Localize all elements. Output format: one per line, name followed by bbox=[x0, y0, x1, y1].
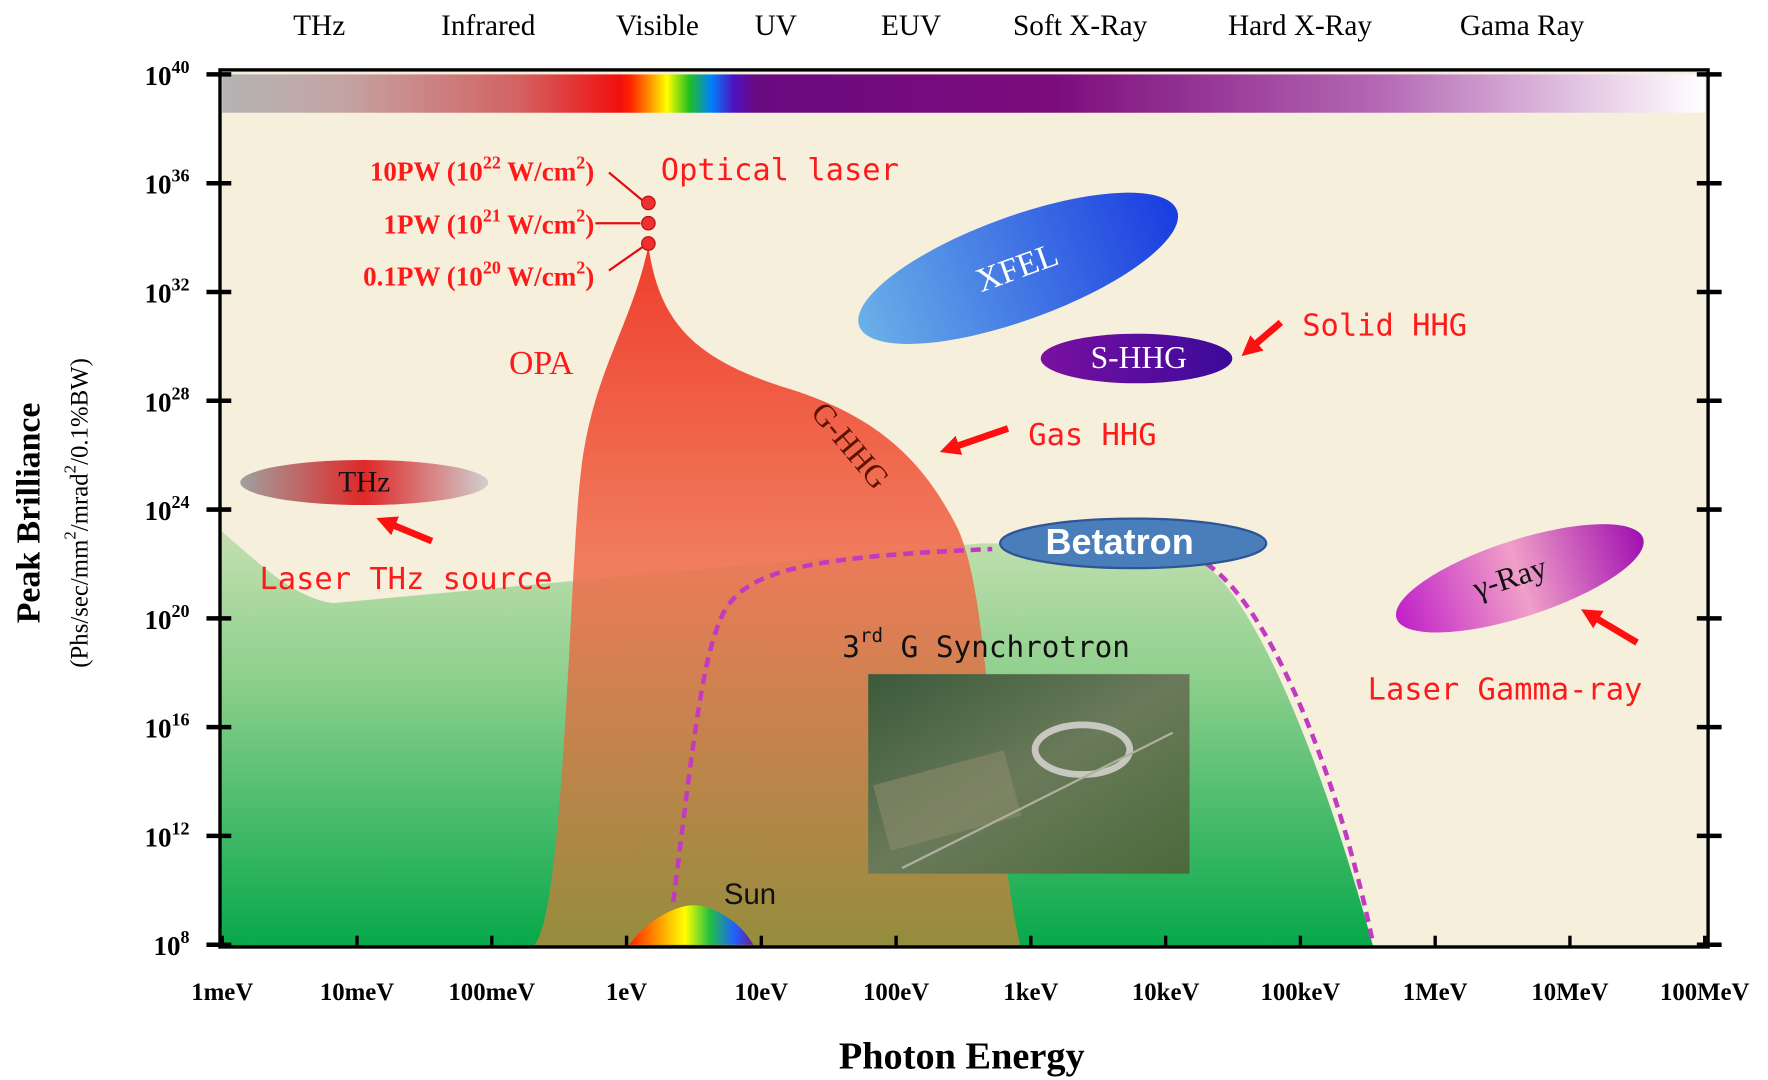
tick-exponent: 32 bbox=[172, 275, 190, 295]
annotation: OPA bbox=[509, 345, 574, 382]
text-part: /mrad bbox=[66, 473, 93, 531]
superscript: rd bbox=[860, 624, 883, 647]
point bbox=[642, 237, 656, 251]
tick-exponent: 16 bbox=[172, 710, 190, 730]
spectrum-bar bbox=[222, 74, 1704, 112]
tick-base: 10 bbox=[144, 605, 171, 635]
annotation: Laser Gamma-ray bbox=[1368, 673, 1643, 708]
spectrum-label: Infrared bbox=[441, 10, 536, 42]
text-part: G Synchrotron bbox=[883, 630, 1130, 664]
tick-base: 10 bbox=[144, 496, 171, 526]
page: 1meV 10meV 100meV 1eV 10eV 100eV 1keV 10keV 100k… bbox=[0, 0, 1768, 1080]
annotation: Sun bbox=[724, 878, 776, 911]
annotation: Laser THz source bbox=[259, 562, 552, 597]
y-axis-unit: (Phs/sec/mm2/mrad2/0.1%BW) bbox=[61, 358, 93, 668]
x-tick-label: 10MeV bbox=[1531, 979, 1608, 1006]
x-axis-label: Photon Energy bbox=[839, 1036, 1085, 1078]
spectrum-label: UV bbox=[755, 10, 797, 42]
tick-base: 10 bbox=[144, 279, 171, 309]
x-tick-label: 10keV bbox=[1132, 979, 1200, 1006]
annotation: Solid HHG bbox=[1302, 308, 1467, 343]
text-part: W/cm bbox=[501, 157, 577, 187]
superscript: 2 bbox=[576, 206, 585, 226]
x-tick-label: 100meV bbox=[448, 979, 535, 1006]
annotation: 0.1PW (1020 W/cm2) bbox=[363, 258, 594, 292]
tick-base: 10 bbox=[144, 170, 171, 200]
point bbox=[642, 196, 656, 210]
text-part: 10PW (10 bbox=[370, 157, 483, 187]
annotation: THz bbox=[338, 466, 390, 498]
x-tick-label: 100eV bbox=[863, 979, 929, 1006]
point bbox=[642, 216, 656, 230]
annotation: Gas HHG bbox=[1028, 418, 1156, 453]
spectrum-label: Soft X-Ray bbox=[1013, 10, 1148, 42]
x-tick-label: 1MeV bbox=[1403, 979, 1468, 1006]
synchrotron-photo bbox=[868, 674, 1189, 874]
y-tick-label: 1028 bbox=[144, 383, 189, 417]
spectrum-labels: THz Infrared Visible UV EUV Soft X-Ray Hard X-… bbox=[293, 10, 1584, 42]
tick-exponent: 8 bbox=[181, 927, 190, 947]
y-tick-label: 1032 bbox=[144, 275, 189, 309]
text-part: /0.1%BW) bbox=[66, 358, 93, 465]
tick-exponent: 20 bbox=[172, 601, 190, 621]
text-part: W/cm bbox=[501, 210, 577, 240]
tick-exponent: 40 bbox=[172, 57, 190, 77]
text-part: 1PW (10 bbox=[383, 210, 482, 240]
y-tick-label: 1024 bbox=[144, 492, 189, 526]
spectrum-label: Visible bbox=[616, 10, 699, 42]
superscript: 21 bbox=[483, 206, 501, 226]
text-part: ) bbox=[585, 210, 594, 240]
spectrum-label: Hard X-Ray bbox=[1228, 10, 1372, 42]
text-part: ) bbox=[585, 262, 594, 292]
y-tick-label: 1036 bbox=[144, 166, 189, 200]
tick-exponent: 24 bbox=[172, 492, 190, 512]
y-tick-label: 1020 bbox=[144, 601, 189, 635]
x-tick-label: 1meV bbox=[191, 979, 253, 1006]
annotation: Betatron bbox=[1045, 521, 1193, 562]
x-tick-label: 100keV bbox=[1260, 979, 1340, 1006]
text-part: ) bbox=[585, 157, 594, 187]
tick-exponent: 28 bbox=[172, 383, 190, 403]
superscript: 2 bbox=[61, 465, 80, 473]
spectrum-label: THz bbox=[293, 10, 345, 42]
text-part: (Phs/sec/mm bbox=[66, 540, 93, 668]
tick-base: 10 bbox=[144, 61, 171, 91]
text-part: 0.1PW (10 bbox=[363, 262, 483, 292]
tick-base: 10 bbox=[144, 823, 171, 853]
text-part: 3 bbox=[842, 630, 860, 664]
spectrum-label: Gama Ray bbox=[1460, 10, 1585, 42]
y-axis-label: Peak Brilliance bbox=[10, 403, 47, 624]
tick-exponent: 36 bbox=[172, 166, 190, 186]
annotation: 3rd G Synchrotron bbox=[842, 624, 1130, 663]
tick-base: 10 bbox=[144, 714, 171, 744]
x-tick-label: 100MeV bbox=[1660, 979, 1750, 1006]
tick-exponent: 12 bbox=[172, 819, 190, 839]
x-tick-label: 10meV bbox=[320, 979, 394, 1006]
superscript: 2 bbox=[61, 531, 80, 539]
annotation: S-HHG bbox=[1091, 340, 1187, 375]
annotation: Optical laser bbox=[661, 153, 899, 188]
superscript: 22 bbox=[483, 153, 501, 173]
x-tick-label: 10eV bbox=[734, 979, 788, 1006]
x-tick-label: 1eV bbox=[606, 979, 647, 1006]
y-tick-label: 1016 bbox=[144, 710, 189, 744]
text-part: W/cm bbox=[501, 262, 577, 292]
superscript: 2 bbox=[576, 153, 585, 173]
y-tick-label: 1040 bbox=[144, 57, 189, 91]
x-tick-label: 1keV bbox=[1003, 979, 1058, 1006]
superscript: 20 bbox=[483, 258, 501, 278]
y-tick-label: 108 bbox=[153, 927, 189, 961]
spectrum-label: EUV bbox=[881, 10, 941, 42]
chart: 1meV 10meV 100meV 1eV 10eV 100eV 1keV 10keV 100k… bbox=[0, 0, 1768, 1080]
annotation: 10PW (1022 W/cm2) bbox=[370, 153, 594, 187]
y-tick-label: 1012 bbox=[144, 819, 189, 853]
tick-base: 10 bbox=[144, 387, 171, 417]
tick-base: 10 bbox=[153, 931, 180, 961]
superscript: 2 bbox=[576, 258, 585, 278]
